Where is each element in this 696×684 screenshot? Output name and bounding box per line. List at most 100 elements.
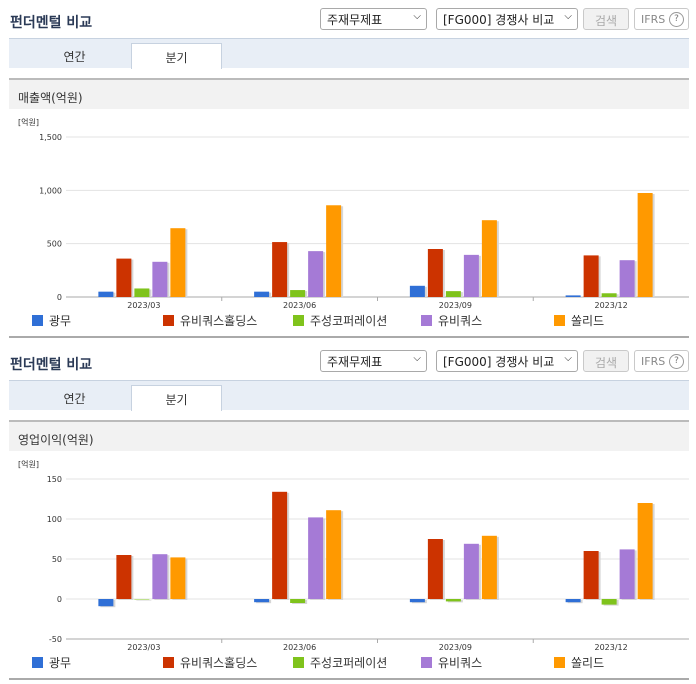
y-tick-label: 0 bbox=[57, 293, 62, 302]
legend-item[interactable]: 쏠리드 bbox=[554, 312, 604, 329]
x-tick-label: 2023/12 bbox=[595, 643, 628, 652]
bar[interactable] bbox=[116, 555, 132, 599]
bar[interactable] bbox=[134, 288, 150, 297]
legend-item[interactable]: 광무 bbox=[32, 654, 71, 671]
panel-operating-profit: 펀더멘털 비교 주재무제표 ⌵ [FG000] 경쟁사 비교 ⌵ 검색 IFRS? … bbox=[0, 342, 696, 684]
legend-label: 광무 bbox=[49, 314, 72, 328]
x-tick-label: 2023/09 bbox=[439, 301, 472, 310]
bar[interactable] bbox=[98, 599, 114, 607]
legend-item[interactable]: 쏠리드 bbox=[554, 654, 604, 671]
y-tick-label: 100 bbox=[47, 515, 62, 524]
bar[interactable] bbox=[152, 554, 168, 599]
statement-type-select[interactable]: 주재무제표 ⌵ bbox=[320, 350, 427, 372]
legend-label: 쏠리드 bbox=[571, 314, 605, 328]
comparison-group-select[interactable]: [FG000] 경쟁사 비교 ⌵ bbox=[436, 8, 578, 30]
bar[interactable] bbox=[481, 535, 497, 599]
comparison-group-select[interactable]: [FG000] 경쟁사 비교 ⌵ bbox=[436, 350, 578, 372]
legend-item[interactable]: 유비쿼스홀딩스 bbox=[163, 654, 257, 671]
ifrs-label: IFRS bbox=[641, 355, 666, 368]
bar[interactable] bbox=[565, 599, 581, 603]
bar[interactable] bbox=[445, 291, 461, 297]
legend-item[interactable]: 주성코퍼레이션 bbox=[293, 654, 387, 671]
legend-swatch bbox=[421, 315, 432, 326]
bar[interactable] bbox=[637, 193, 653, 297]
bar[interactable] bbox=[272, 242, 288, 297]
unit-label: [억원] bbox=[18, 117, 39, 127]
bar[interactable] bbox=[565, 295, 581, 297]
panel-header: 펀더멘털 비교 주재무제표 ⌵ [FG000] 경쟁사 비교 ⌵ 검색 IFRS? bbox=[0, 0, 696, 38]
bar[interactable] bbox=[272, 491, 288, 599]
section-title: 매출액(억원) bbox=[9, 78, 689, 109]
tab-quarterly[interactable]: 분기 bbox=[131, 385, 222, 411]
tab-quarterly[interactable]: 분기 bbox=[131, 43, 222, 69]
legend-swatch bbox=[554, 657, 565, 668]
bar[interactable] bbox=[619, 549, 635, 599]
bar[interactable] bbox=[170, 228, 186, 297]
y-tick-label: 0 bbox=[57, 595, 62, 604]
bar[interactable] bbox=[290, 599, 306, 603]
bar[interactable] bbox=[290, 290, 306, 297]
bar[interactable] bbox=[326, 510, 342, 599]
legend-item[interactable]: 광무 bbox=[32, 312, 71, 329]
legend-swatch bbox=[554, 315, 565, 326]
bar[interactable] bbox=[116, 258, 132, 297]
bar[interactable] bbox=[601, 599, 617, 605]
bar[interactable] bbox=[463, 254, 479, 297]
legend-label: 유비쿼스홀딩스 bbox=[180, 314, 258, 328]
bar[interactable] bbox=[170, 557, 186, 599]
statement-type-value: 주재무제표 bbox=[327, 13, 383, 27]
legend-label: 주성코퍼레이션 bbox=[310, 314, 388, 328]
legend-label: 유비쿼스홀딩스 bbox=[180, 656, 258, 670]
tab-annual[interactable]: 연간 bbox=[63, 392, 86, 406]
search-button[interactable]: 검색 bbox=[583, 350, 629, 372]
bar[interactable] bbox=[583, 255, 599, 297]
x-tick-label: 2023/03 bbox=[127, 643, 160, 652]
comparison-group-value: [FG000] 경쟁사 비교 bbox=[443, 13, 555, 27]
x-tick-label: 2023/12 bbox=[595, 301, 628, 310]
y-tick-label: 500 bbox=[47, 240, 62, 249]
ifrs-button[interactable]: IFRS? bbox=[634, 350, 689, 372]
bar[interactable] bbox=[481, 220, 497, 297]
bar[interactable] bbox=[427, 539, 443, 599]
ifrs-label: IFRS bbox=[641, 13, 666, 26]
statement-type-select[interactable]: 주재무제표 ⌵ bbox=[320, 8, 427, 30]
bar[interactable] bbox=[308, 251, 324, 297]
ifrs-button[interactable]: IFRS? bbox=[634, 8, 689, 30]
bar[interactable] bbox=[134, 599, 150, 600]
bar[interactable] bbox=[254, 291, 270, 297]
legend-swatch bbox=[293, 657, 304, 668]
bar[interactable] bbox=[308, 517, 324, 599]
revenue-chart: [억원] 0 500 1,000 1,500 2023/03 2023/06 2023/09 2… bbox=[18, 117, 689, 310]
bar[interactable] bbox=[463, 543, 479, 599]
bar[interactable] bbox=[326, 205, 342, 297]
bar[interactable] bbox=[619, 260, 635, 297]
bar[interactable] bbox=[445, 599, 461, 602]
bar[interactable] bbox=[254, 599, 270, 603]
legend-item[interactable]: 유비쿼스 bbox=[421, 654, 482, 671]
bar-shadow bbox=[136, 600, 152, 601]
chevron-down-icon: ⌵ bbox=[564, 353, 572, 364]
divider bbox=[9, 336, 689, 338]
x-tick-label: 2023/06 bbox=[283, 301, 316, 310]
unit-label: [억원] bbox=[18, 459, 39, 469]
bar[interactable] bbox=[601, 293, 617, 297]
bar[interactable] bbox=[409, 599, 425, 603]
chart-legend: 광무 유비쿼스홀딩스 주성코퍼레이션 유비쿼스 쏠리드 bbox=[20, 312, 690, 330]
help-icon[interactable]: ? bbox=[669, 354, 684, 369]
search-button[interactable]: 검색 bbox=[583, 8, 629, 30]
bar[interactable] bbox=[98, 291, 114, 297]
bar-shadow bbox=[567, 296, 583, 298]
tab-annual[interactable]: 연간 bbox=[63, 50, 86, 64]
bar[interactable] bbox=[637, 503, 653, 599]
y-tick-label: 1,000 bbox=[39, 186, 62, 195]
bar[interactable] bbox=[427, 249, 443, 297]
bar[interactable] bbox=[583, 551, 599, 599]
bar[interactable] bbox=[152, 261, 168, 297]
legend-item[interactable]: 유비쿼스홀딩스 bbox=[163, 312, 257, 329]
help-icon[interactable]: ? bbox=[669, 12, 684, 27]
bar[interactable] bbox=[409, 285, 425, 297]
legend-label: 쏠리드 bbox=[571, 656, 605, 670]
panel-revenue: 펀더멘털 비교 주재무제표 ⌵ [FG000] 경쟁사 비교 ⌵ 검색 IFRS? … bbox=[0, 0, 696, 338]
legend-item[interactable]: 주성코퍼레이션 bbox=[293, 312, 387, 329]
legend-item[interactable]: 유비쿼스 bbox=[421, 312, 482, 329]
